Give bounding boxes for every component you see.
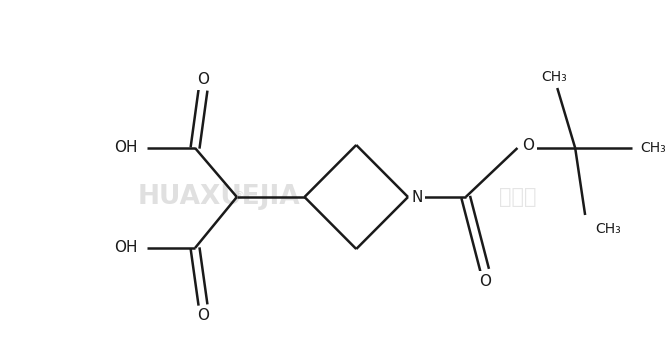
Text: O: O xyxy=(197,72,209,87)
Text: N: N xyxy=(412,190,423,206)
Text: OH: OH xyxy=(114,241,137,256)
Text: O: O xyxy=(522,138,534,153)
Text: 化学加: 化学加 xyxy=(499,187,536,207)
Text: CH₃: CH₃ xyxy=(542,70,567,84)
Text: CH₃: CH₃ xyxy=(640,141,666,155)
Text: CH₃: CH₃ xyxy=(595,222,621,236)
Text: O: O xyxy=(478,273,491,289)
Text: O: O xyxy=(197,309,209,324)
Text: ®: ® xyxy=(234,191,245,201)
Text: OH: OH xyxy=(114,141,137,155)
Text: HUAXUEJIA: HUAXUEJIA xyxy=(138,184,300,210)
